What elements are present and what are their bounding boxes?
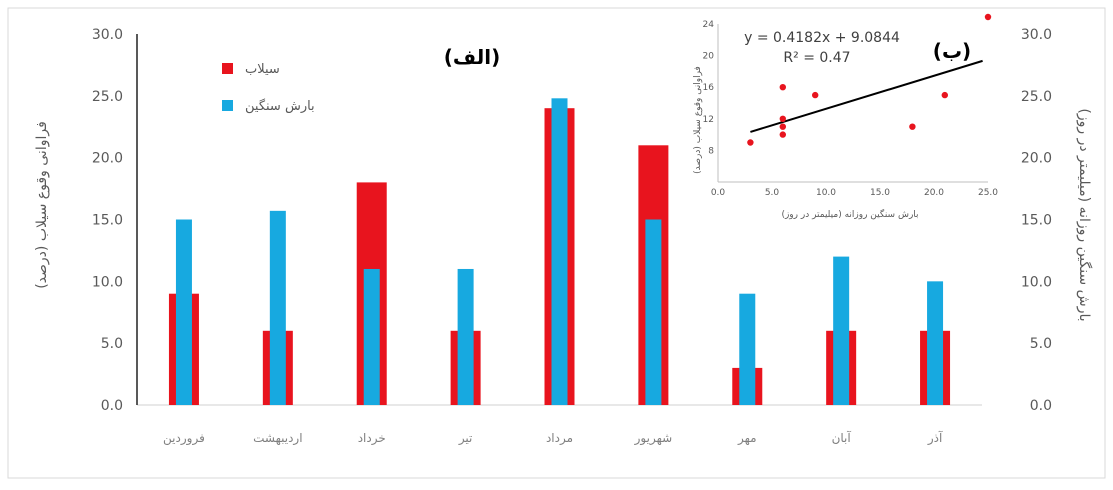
inset-y-tick-label: 8 (708, 146, 714, 156)
y-tick-label: 0.0 (101, 398, 123, 414)
inset-r2: R² = 0.47 (783, 50, 850, 66)
y-tick-label: 20.0 (92, 151, 123, 167)
x-category-label: تیر (458, 431, 473, 446)
bar-heavy-rain (645, 220, 661, 406)
y2-tick-label: 20.0 (1021, 151, 1052, 167)
inset-x-title: بارش سنگین روزانه (میلیمتر در روز) (781, 208, 918, 220)
inset-y-tick-label: 24 (703, 20, 715, 30)
y-tick-label: 5.0 (101, 336, 123, 352)
x-category-label: اردیبهشت (253, 431, 302, 446)
bar-heavy-rain (739, 294, 755, 405)
y2-tick-label: 10.0 (1021, 274, 1052, 290)
panel-label-a: (الف) (444, 45, 500, 69)
y2-tick-label: 15.0 (1021, 213, 1052, 229)
legend-label-flood: سیلاب (245, 62, 280, 77)
inset-x-tick-label: 20.0 (924, 188, 944, 198)
inset-point (780, 124, 786, 130)
inset-point (812, 92, 818, 98)
inset-x-tick-label: 10.0 (816, 188, 836, 198)
x-category-label: آذر (927, 430, 943, 446)
y-tick-label: 10.0 (92, 274, 123, 290)
bar-heavy-rain (833, 257, 849, 405)
x-category-label: مهر (737, 431, 757, 446)
left-axis-title: فراوانی وقوع سیلاب (درصد) (34, 121, 50, 289)
inset-point (780, 84, 786, 90)
legend-swatch-rain (222, 100, 233, 111)
x-category-label: مرداد (546, 431, 573, 446)
inset-x-tick-label: 15.0 (870, 188, 890, 198)
bar-heavy-rain (364, 269, 380, 405)
legend-swatch-flood (222, 63, 233, 74)
inset-x-tick-label: 5.0 (765, 188, 780, 198)
bar-heavy-rain (270, 211, 286, 405)
bar-heavy-rain (927, 281, 943, 405)
bar-heavy-rain (552, 98, 568, 405)
inset-point (985, 14, 991, 20)
inset-x-tick-label: 25.0 (978, 188, 998, 198)
y-tick-label: 30.0 (92, 27, 123, 43)
y2-tick-label: 25.0 (1021, 89, 1052, 105)
y2-tick-label: 30.0 (1021, 27, 1052, 43)
bar-heavy-rain (176, 220, 192, 406)
inset-point (780, 116, 786, 122)
inset-y-tick-label: 16 (703, 83, 715, 93)
inset-point (942, 92, 948, 98)
inset-y-tick-label: 12 (703, 115, 714, 125)
panel-label-b: (ب) (933, 39, 971, 63)
y-tick-label: 25.0 (92, 89, 123, 105)
y2-tick-label: 5.0 (1030, 336, 1052, 352)
legend-label-rain: بارش سنگین (245, 98, 315, 114)
inset-y-tick-label: 20 (703, 52, 715, 62)
inset-y-title: فراوانی وقوع سیلاب (درصد) (693, 66, 703, 174)
inset-x-tick-label: 0.0 (711, 188, 726, 198)
inset-point (780, 131, 786, 137)
x-category-label: فروردین (163, 431, 205, 446)
bar-heavy-rain (458, 269, 474, 405)
right-axis-title: بارش سنگین روزانه (میلیمتر در روز) (1076, 108, 1093, 321)
y2-tick-label: 0.0 (1030, 398, 1052, 414)
inset-point (747, 139, 753, 145)
x-category-label: شهریور (634, 431, 673, 446)
x-category-label: آبان (832, 430, 852, 445)
x-category-label: خرداد (358, 431, 386, 446)
y-tick-label: 15.0 (92, 213, 123, 229)
inset-point (909, 124, 915, 130)
inset-equation: y = 0.4182x + 9.0844 (744, 30, 900, 46)
